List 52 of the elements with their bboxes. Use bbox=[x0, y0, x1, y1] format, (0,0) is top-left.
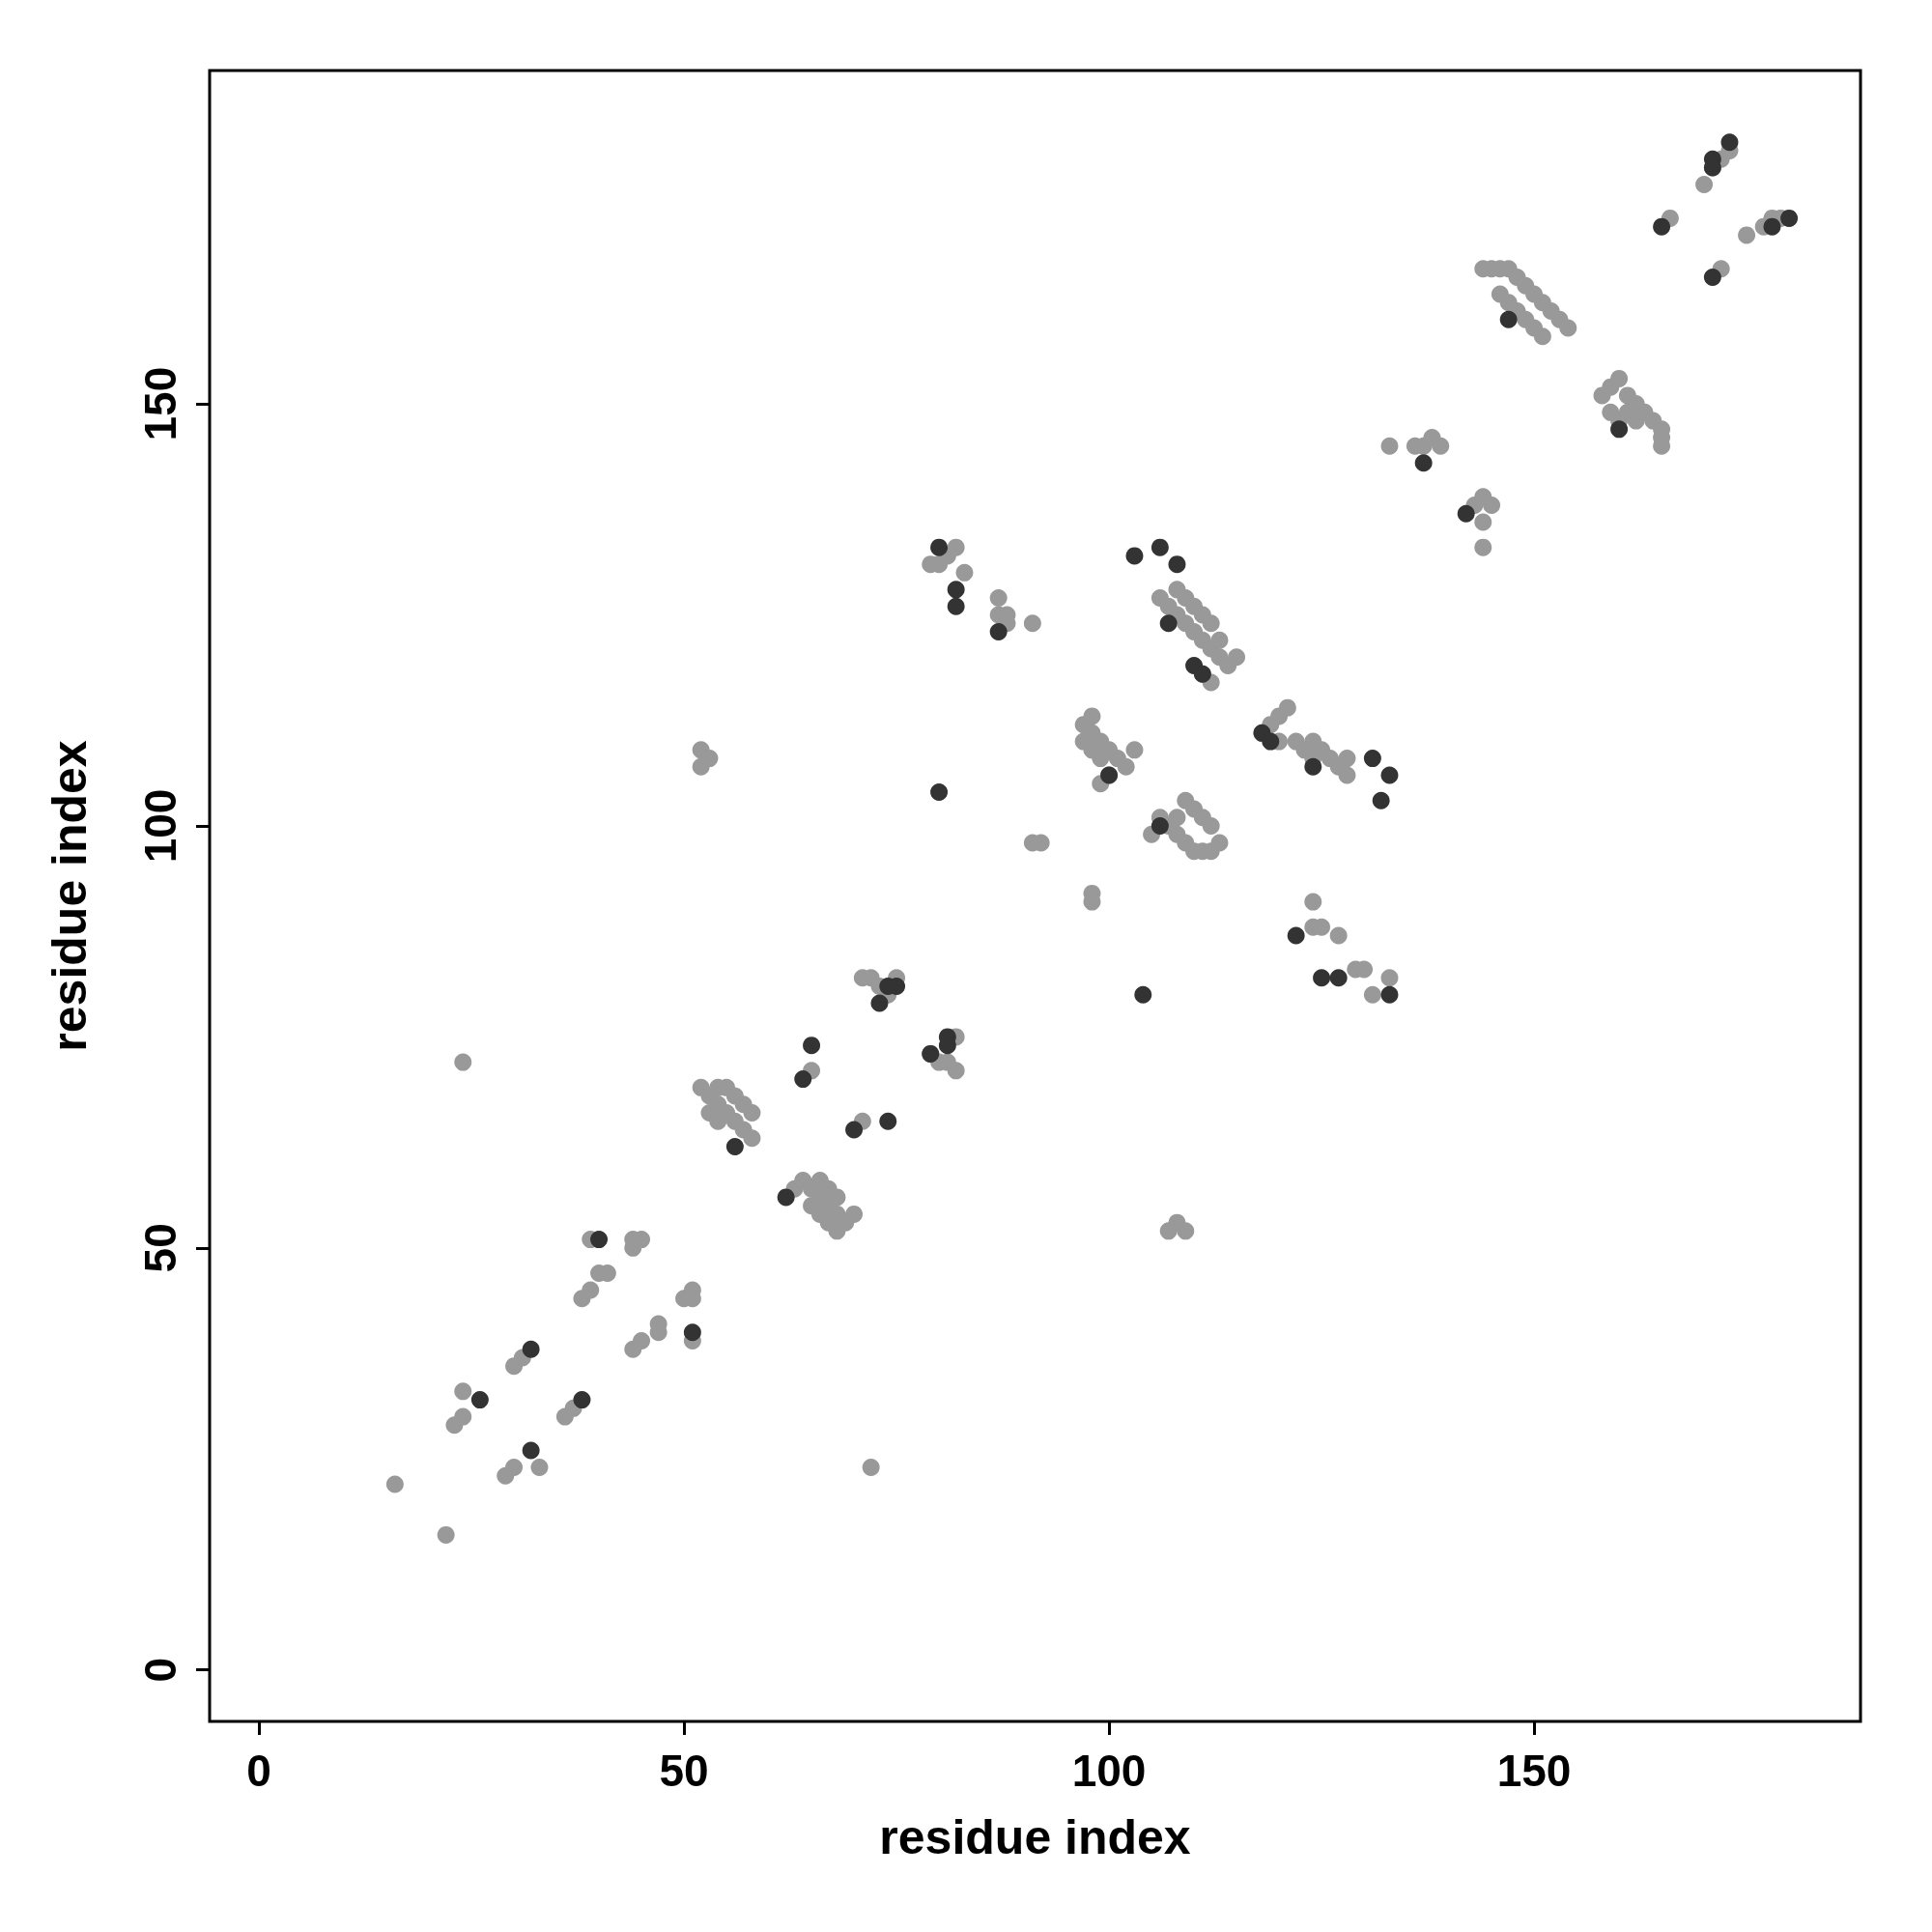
point bbox=[794, 1070, 812, 1089]
point bbox=[725, 1138, 744, 1155]
point bbox=[573, 1391, 591, 1409]
point bbox=[1329, 969, 1348, 987]
point bbox=[1372, 791, 1390, 810]
point bbox=[1703, 269, 1721, 287]
point bbox=[930, 538, 949, 556]
point bbox=[1610, 420, 1629, 439]
point bbox=[522, 1441, 540, 1460]
point bbox=[1499, 310, 1518, 328]
point bbox=[803, 1037, 821, 1055]
point bbox=[1380, 985, 1399, 1004]
point bbox=[777, 1188, 795, 1207]
point bbox=[947, 581, 965, 599]
point bbox=[1313, 969, 1331, 987]
point bbox=[1287, 926, 1305, 945]
point bbox=[870, 994, 889, 1012]
x-axis-title: residue index bbox=[879, 1810, 1191, 1864]
point bbox=[845, 1121, 864, 1139]
point bbox=[1262, 732, 1280, 751]
point bbox=[1134, 985, 1152, 1004]
point bbox=[1457, 504, 1475, 523]
point bbox=[1363, 750, 1381, 768]
point bbox=[1653, 217, 1671, 236]
x-tick-label: 150 bbox=[1496, 1746, 1572, 1796]
point bbox=[879, 1112, 897, 1130]
x-tick-label: 50 bbox=[659, 1746, 709, 1796]
point bbox=[1151, 816, 1169, 835]
y-tick-label: 150 bbox=[135, 366, 185, 441]
point bbox=[1720, 133, 1739, 152]
point bbox=[1304, 757, 1322, 776]
point bbox=[683, 1323, 701, 1342]
point bbox=[947, 597, 965, 615]
point bbox=[930, 783, 949, 802]
y-tick-label: 100 bbox=[135, 788, 185, 864]
point bbox=[1380, 766, 1399, 784]
x-tick-label: 100 bbox=[1071, 1746, 1147, 1796]
point bbox=[1159, 614, 1178, 633]
y-axis-title: residue index bbox=[43, 740, 97, 1052]
point bbox=[1414, 454, 1433, 472]
point bbox=[470, 1391, 489, 1409]
y-tick-label: 50 bbox=[135, 1223, 185, 1273]
point bbox=[1763, 217, 1781, 236]
point bbox=[1168, 555, 1186, 574]
point bbox=[1125, 547, 1144, 565]
y-tick-label: 0 bbox=[135, 1657, 185, 1683]
point bbox=[1151, 538, 1169, 556]
point bbox=[1780, 209, 1799, 227]
point bbox=[590, 1231, 609, 1249]
x-tick-label: 0 bbox=[246, 1746, 271, 1796]
point bbox=[522, 1340, 540, 1358]
point bbox=[989, 623, 1008, 641]
